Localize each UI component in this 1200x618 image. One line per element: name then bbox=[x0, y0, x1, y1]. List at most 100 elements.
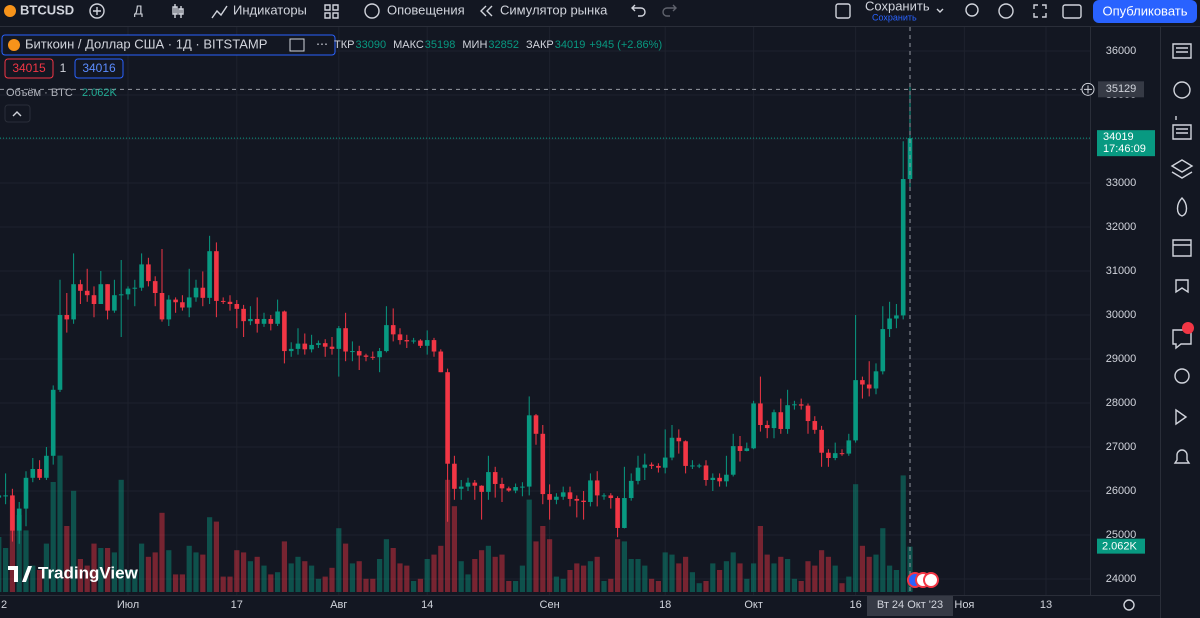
y-tick-label: 36000 bbox=[1106, 45, 1137, 57]
crosshair-date-box bbox=[867, 596, 953, 616]
candle-body bbox=[411, 340, 416, 342]
volume-bar bbox=[302, 561, 308, 592]
candle-body bbox=[764, 425, 770, 429]
indicators[interactable]: Индикаторы bbox=[233, 2, 307, 17]
candle-body bbox=[458, 486, 464, 489]
candle-body bbox=[730, 446, 736, 475]
news[interactable] bbox=[1172, 116, 1192, 140]
replay-icon bbox=[480, 5, 493, 17]
ohlc-label: ЗАКР bbox=[526, 39, 554, 51]
y-tick-label: 33000 bbox=[1106, 177, 1137, 189]
x-tick-label: Июл bbox=[117, 599, 139, 611]
volume-bar bbox=[900, 475, 906, 592]
candle-body bbox=[397, 334, 403, 341]
legend-hide[interactable] bbox=[289, 38, 305, 52]
candle-body bbox=[846, 440, 852, 454]
plot bbox=[0, 27, 1090, 595]
axis-settings[interactable] bbox=[1123, 599, 1135, 611]
fullscreen[interactable] bbox=[1033, 4, 1047, 18]
volume-bar bbox=[254, 556, 260, 592]
bid-box[interactable] bbox=[4, 58, 54, 79]
undo[interactable] bbox=[631, 4, 646, 17]
candle-body bbox=[261, 318, 267, 324]
publish[interactable]: Опубликовать bbox=[1102, 3, 1187, 18]
candle-body bbox=[690, 465, 695, 467]
candle-body bbox=[622, 498, 627, 528]
candle-body bbox=[792, 404, 797, 406]
candle-body bbox=[166, 299, 172, 320]
streams[interactable] bbox=[1175, 408, 1188, 426]
symbol-icon bbox=[4, 5, 16, 17]
add-symbol[interactable] bbox=[89, 3, 105, 19]
ideas-stream[interactable] bbox=[1174, 368, 1190, 384]
save-menu[interactable] bbox=[936, 8, 944, 13]
layers[interactable] bbox=[1170, 159, 1194, 179]
quick-search[interactable] bbox=[965, 3, 979, 17]
hotlists[interactable] bbox=[1176, 197, 1188, 217]
volume-bar bbox=[465, 574, 471, 592]
candle-body bbox=[554, 496, 559, 500]
watchlist[interactable] bbox=[1172, 43, 1192, 59]
save[interactable]: Сохранить bbox=[865, 0, 930, 13]
volume-bar bbox=[853, 484, 859, 592]
volume-bar bbox=[30, 565, 36, 592]
change: +945 (+2.86%) bbox=[589, 39, 662, 51]
notifications[interactable] bbox=[1173, 449, 1191, 464]
volume-bar bbox=[64, 526, 70, 592]
candle-body bbox=[574, 498, 580, 501]
volume-bar bbox=[431, 554, 437, 592]
event-flag[interactable] bbox=[923, 572, 939, 588]
layouts[interactable] bbox=[324, 4, 339, 19]
ideas[interactable] bbox=[1175, 279, 1189, 294]
volume-bar bbox=[499, 554, 505, 592]
candle-body bbox=[384, 325, 389, 352]
candle-body bbox=[819, 429, 824, 453]
legend-box[interactable] bbox=[1, 34, 336, 56]
legend-more[interactable]: ⋯ bbox=[316, 37, 328, 51]
candle-body bbox=[57, 315, 63, 390]
x-tick-label: Ноя bbox=[954, 599, 974, 611]
candle-body bbox=[343, 328, 348, 352]
candle-body bbox=[506, 488, 512, 491]
replay[interactable]: Симулятор рынка bbox=[500, 2, 608, 17]
volume-bar bbox=[676, 563, 682, 592]
legend-title: Биткоин / Доллар США · 1Д · BITSTAMP bbox=[25, 36, 267, 51]
candle-body bbox=[139, 264, 144, 288]
candle-body bbox=[214, 251, 219, 301]
alerts-panel[interactable] bbox=[1173, 81, 1191, 99]
volume-bar bbox=[574, 563, 580, 592]
volume-bar bbox=[125, 570, 131, 592]
candle-body bbox=[356, 351, 362, 356]
interval[interactable]: Д bbox=[134, 2, 143, 17]
settings[interactable] bbox=[998, 3, 1014, 19]
volume-bar bbox=[84, 565, 90, 592]
candle-body bbox=[649, 464, 654, 466]
candle-body bbox=[608, 495, 614, 499]
chart-type[interactable] bbox=[172, 4, 184, 18]
collapse-button[interactable] bbox=[4, 104, 31, 123]
candle-body bbox=[887, 318, 892, 330]
candle-body bbox=[418, 340, 423, 346]
candle-body bbox=[805, 405, 811, 422]
chat-badge bbox=[1182, 322, 1194, 334]
alerts[interactable]: Оповещения bbox=[387, 2, 465, 17]
volume-bar bbox=[812, 565, 818, 592]
volume-bar bbox=[213, 521, 219, 592]
ask-box[interactable] bbox=[74, 58, 124, 79]
calendar[interactable] bbox=[1172, 239, 1192, 257]
layout-checkbox[interactable] bbox=[835, 3, 851, 19]
candle-body bbox=[894, 315, 899, 319]
symbol[interactable]: BTCUSD bbox=[20, 2, 74, 17]
volume-bar bbox=[383, 539, 389, 592]
candle-body bbox=[370, 356, 376, 358]
publish-button[interactable] bbox=[1093, 0, 1197, 23]
candle-body bbox=[492, 472, 498, 484]
snapshot[interactable] bbox=[1062, 4, 1082, 19]
redo[interactable] bbox=[662, 4, 677, 17]
candle-body bbox=[520, 486, 525, 488]
volume-bar bbox=[540, 526, 546, 592]
volume-bar bbox=[404, 565, 410, 592]
volume-bar bbox=[16, 515, 22, 592]
